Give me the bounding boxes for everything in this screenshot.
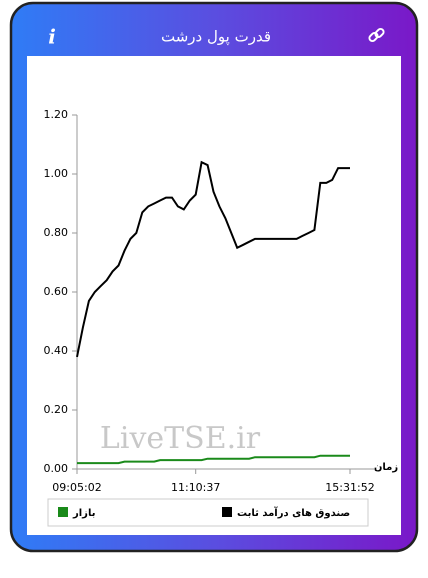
y-tick-label: 0.40 (44, 344, 69, 357)
series-line (77, 454, 350, 465)
header-title: قدرت پول درشت (161, 28, 271, 47)
y-tick-label: 0.60 (44, 285, 69, 298)
x-tick-label: 15:31:52 (325, 481, 374, 494)
watermark: LiveTSE.ir (100, 421, 261, 456)
y-tick-label: 1.20 (44, 108, 69, 121)
x-tick-label: 09:05:02 (52, 481, 101, 494)
legend-swatch (222, 507, 232, 517)
y-tick-label: 0.00 (44, 462, 69, 475)
info-button[interactable]: i (48, 25, 56, 49)
legend (47, 498, 369, 527)
y-tick-label: 0.20 (44, 403, 69, 416)
legend-swatch (58, 507, 68, 517)
x-axis-label: زمان (374, 462, 398, 473)
legend-label: صندوق های درآمد ثابت (237, 506, 350, 519)
legend-label: بازار (72, 508, 95, 519)
series-line (76, 160, 350, 358)
y-tick-label: 1.00 (44, 167, 69, 180)
link-button[interactable] (368, 27, 385, 43)
y-tick-label: 0.80 (44, 226, 69, 239)
x-tick-label: 11:10:37 (171, 481, 220, 494)
